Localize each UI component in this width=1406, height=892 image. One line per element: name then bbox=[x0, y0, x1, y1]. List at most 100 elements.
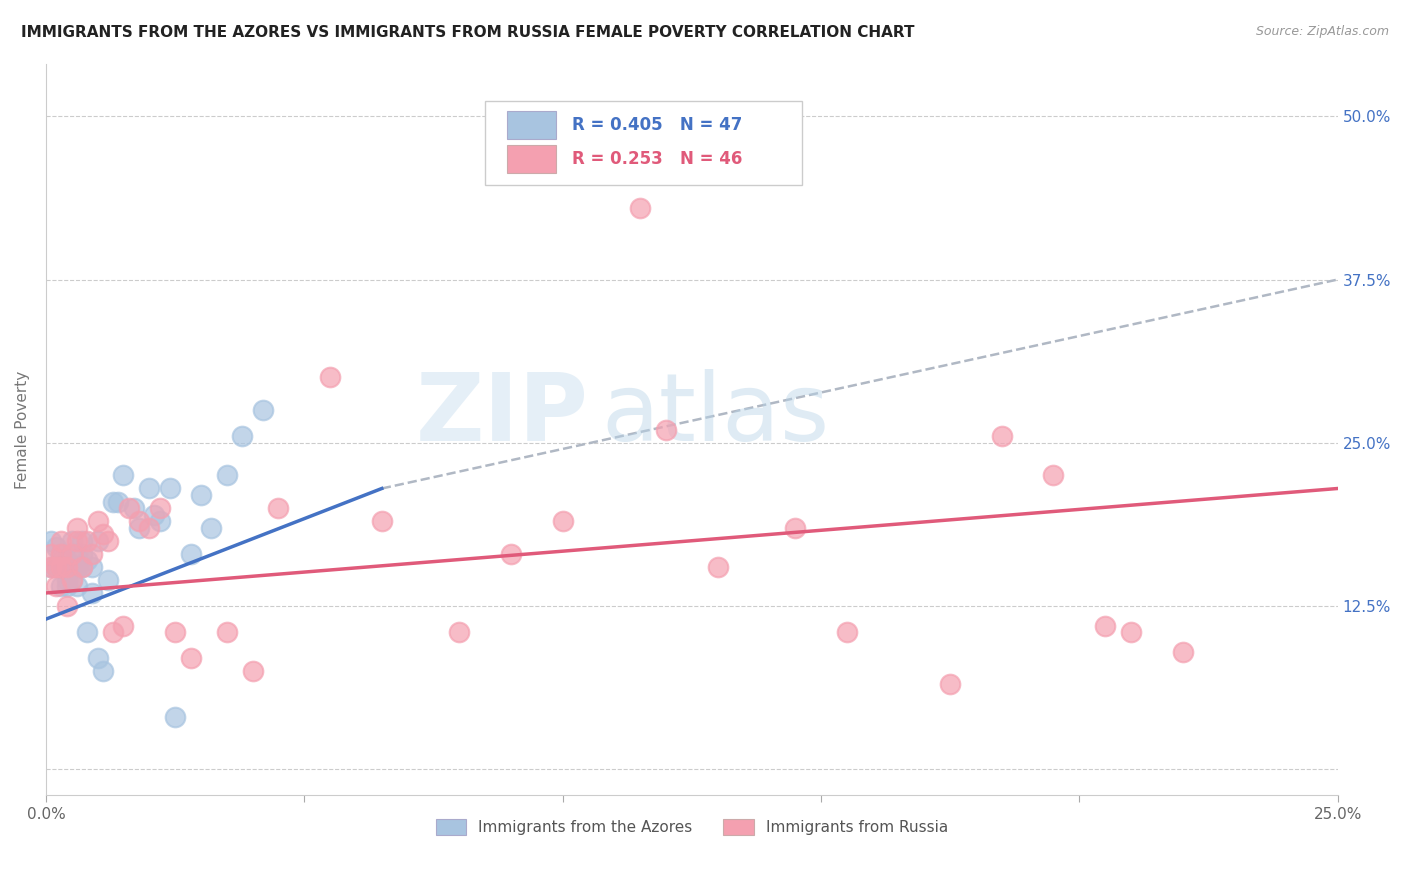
Point bbox=[785, 521, 807, 535]
Point bbox=[76, 533, 98, 548]
Point bbox=[39, 547, 62, 561]
Point bbox=[55, 579, 77, 593]
Point bbox=[138, 482, 160, 496]
FancyBboxPatch shape bbox=[508, 111, 557, 138]
Point bbox=[39, 559, 62, 574]
Point bbox=[655, 423, 678, 437]
Point bbox=[128, 521, 150, 535]
Point bbox=[97, 533, 120, 548]
Point bbox=[60, 573, 83, 587]
Point bbox=[60, 559, 83, 574]
FancyBboxPatch shape bbox=[485, 101, 801, 185]
Point bbox=[835, 625, 858, 640]
Point bbox=[45, 559, 67, 574]
Point bbox=[70, 559, 93, 574]
Point bbox=[70, 533, 93, 548]
Legend: Immigrants from the Azores, Immigrants from Russia: Immigrants from the Azores, Immigrants f… bbox=[436, 820, 948, 835]
Point bbox=[76, 625, 98, 640]
Point bbox=[86, 651, 108, 665]
Point bbox=[215, 625, 238, 640]
Point bbox=[82, 559, 104, 574]
Point bbox=[252, 403, 274, 417]
Point bbox=[138, 521, 160, 535]
Point bbox=[231, 429, 253, 443]
Point bbox=[76, 553, 98, 567]
Point bbox=[242, 665, 264, 679]
Point bbox=[86, 533, 108, 548]
Point bbox=[1119, 625, 1142, 640]
Point bbox=[60, 533, 83, 548]
Point bbox=[66, 521, 89, 535]
Point bbox=[159, 482, 181, 496]
Point bbox=[190, 488, 212, 502]
Point bbox=[82, 586, 104, 600]
Point bbox=[122, 501, 145, 516]
Point bbox=[215, 468, 238, 483]
Point bbox=[939, 677, 962, 691]
Point bbox=[200, 521, 222, 535]
Point bbox=[55, 553, 77, 567]
Point bbox=[449, 625, 471, 640]
Point bbox=[66, 559, 89, 574]
Point bbox=[45, 559, 67, 574]
Point bbox=[55, 573, 77, 587]
Point bbox=[39, 533, 62, 548]
Point bbox=[1042, 468, 1064, 483]
Point bbox=[45, 579, 67, 593]
Point bbox=[101, 494, 124, 508]
Point bbox=[117, 501, 139, 516]
Point bbox=[165, 625, 187, 640]
Text: R = 0.253   N = 46: R = 0.253 N = 46 bbox=[572, 150, 742, 168]
Point bbox=[112, 618, 135, 632]
Point bbox=[51, 553, 73, 567]
Point bbox=[70, 547, 93, 561]
Point bbox=[60, 573, 83, 587]
Point bbox=[66, 559, 89, 574]
Point bbox=[499, 547, 522, 561]
Point bbox=[371, 514, 394, 528]
Point bbox=[82, 547, 104, 561]
Point bbox=[101, 625, 124, 640]
Text: atlas: atlas bbox=[602, 369, 830, 461]
Point bbox=[128, 514, 150, 528]
FancyBboxPatch shape bbox=[508, 145, 557, 173]
Point bbox=[86, 514, 108, 528]
Point bbox=[97, 573, 120, 587]
Point bbox=[112, 468, 135, 483]
Point bbox=[551, 514, 574, 528]
Point bbox=[51, 547, 73, 561]
Point bbox=[1171, 645, 1194, 659]
Point bbox=[66, 579, 89, 593]
Point bbox=[51, 559, 73, 574]
Point bbox=[51, 547, 73, 561]
Point bbox=[70, 559, 93, 574]
Point bbox=[628, 201, 651, 215]
Point bbox=[149, 501, 172, 516]
Text: ZIP: ZIP bbox=[416, 369, 589, 461]
Point bbox=[55, 559, 77, 574]
Point bbox=[55, 559, 77, 574]
Point bbox=[91, 527, 114, 541]
Point bbox=[51, 579, 73, 593]
Point bbox=[55, 599, 77, 613]
Point bbox=[66, 533, 89, 548]
Point bbox=[143, 508, 166, 522]
Point bbox=[180, 547, 202, 561]
Point bbox=[1094, 618, 1116, 632]
Point bbox=[107, 494, 129, 508]
Point bbox=[91, 665, 114, 679]
Point bbox=[267, 501, 290, 516]
Point bbox=[180, 651, 202, 665]
Point bbox=[51, 559, 73, 574]
Point bbox=[39, 559, 62, 574]
Point bbox=[991, 429, 1014, 443]
Point bbox=[60, 547, 83, 561]
Text: Source: ZipAtlas.com: Source: ZipAtlas.com bbox=[1256, 25, 1389, 38]
Text: IMMIGRANTS FROM THE AZORES VS IMMIGRANTS FROM RUSSIA FEMALE POVERTY CORRELATION : IMMIGRANTS FROM THE AZORES VS IMMIGRANTS… bbox=[21, 25, 914, 40]
Point bbox=[60, 559, 83, 574]
Point bbox=[51, 533, 73, 548]
Y-axis label: Female Poverty: Female Poverty bbox=[15, 370, 30, 489]
Point bbox=[319, 370, 342, 384]
Point bbox=[66, 547, 89, 561]
Point bbox=[706, 559, 728, 574]
